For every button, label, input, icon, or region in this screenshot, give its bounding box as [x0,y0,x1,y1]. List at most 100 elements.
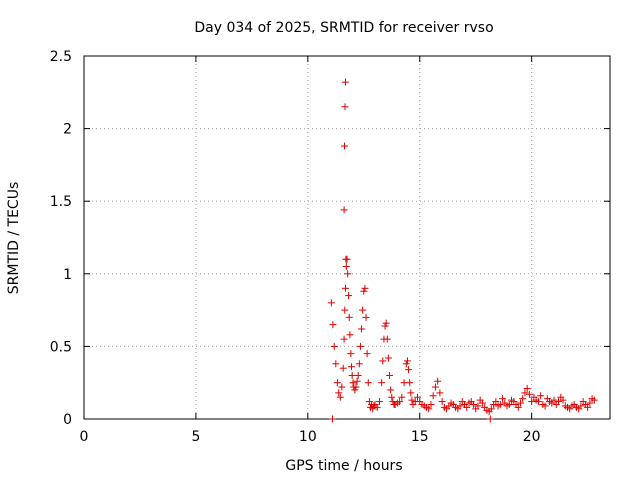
data-point [353,377,361,385]
data-point [358,325,366,333]
data-point [405,366,413,374]
data-point [329,321,337,329]
data-point [406,379,414,387]
data-point [356,342,364,350]
data-point [402,360,410,368]
data-point [537,392,545,400]
data-point [387,386,395,394]
axis-ticks [83,55,610,420]
data-point [555,398,563,406]
x-tick-labels: 0 5 10 15 20 [80,429,541,445]
data-point [328,415,336,423]
grid-lines [84,56,610,419]
data-point [590,396,598,404]
data-point [362,313,370,321]
data-point [364,379,372,387]
data-point [342,263,350,271]
data-point [559,396,567,404]
data-point [505,400,513,408]
x-axis-title: GPS time / hours [285,458,402,474]
data-point [429,392,437,400]
data-point [382,319,390,327]
data-point [407,389,415,397]
x-tick-label: 10 [299,429,317,445]
y-tick-label: 0 [63,412,72,428]
data-point [383,335,391,343]
data-point [499,395,507,403]
data-point [534,398,542,406]
data-points [327,78,598,423]
x-tick-label: 20 [523,429,541,445]
data-point [487,405,495,413]
x-tick-label: 0 [80,429,89,445]
y-tick-labels: 0 0.5 1 1.5 2 2.5 [50,49,72,428]
data-point [456,402,464,410]
data-point [341,142,349,150]
data-point [384,354,392,362]
data-point [379,357,387,365]
data-point [335,389,343,397]
data-point [492,398,500,406]
data-point [349,379,357,387]
data-point [541,402,549,410]
data-point [361,284,369,292]
data-point [496,400,504,408]
data-point [341,306,349,314]
data-point [469,400,477,408]
data-point [436,389,444,397]
data-point [463,403,471,411]
data-point [352,383,360,391]
data-point [478,399,486,407]
data-point [434,377,442,385]
data-point [586,399,594,407]
data-point [370,402,378,410]
data-point [427,400,435,408]
data-point [425,405,433,413]
data-point [336,393,344,401]
data-point [342,255,350,263]
data-point [339,364,347,372]
data-point [431,383,439,391]
data-point [345,292,353,300]
x-tick-label: 5 [191,429,200,445]
data-point [519,395,527,403]
data-point [396,398,404,406]
data-point [378,379,386,387]
data-point [330,342,338,350]
data-point [347,363,355,371]
data-point [403,357,411,365]
y-tick-label: 0.5 [50,339,72,355]
data-point [550,396,558,404]
data-point [338,383,346,391]
data-point [354,371,362,379]
data-point [333,379,341,387]
data-point [341,78,349,86]
data-point [359,306,367,314]
y-tick-label: 1.5 [50,194,72,210]
x-tick-label: 15 [411,429,429,445]
data-point [355,360,363,368]
data-point [347,350,355,358]
data-point [577,402,585,410]
data-point [414,393,422,401]
data-point [351,386,359,394]
y-tick-label: 2 [63,122,72,138]
y-axis-title: SRMTID / TECUs [6,182,22,295]
y-tick-label: 1 [63,267,72,283]
plot-frame [83,55,611,420]
data-point [346,331,354,339]
data-point [341,103,349,111]
data-point [341,284,349,292]
data-point [381,322,389,330]
data-point [373,403,381,411]
data-point [486,415,494,423]
data-point [340,335,348,343]
data-point [474,402,482,410]
y-tick-label: 2.5 [50,49,72,65]
data-point [408,396,416,404]
data-point [375,398,383,406]
data-point [340,206,348,214]
data-point [363,350,371,358]
data-point [525,390,533,398]
